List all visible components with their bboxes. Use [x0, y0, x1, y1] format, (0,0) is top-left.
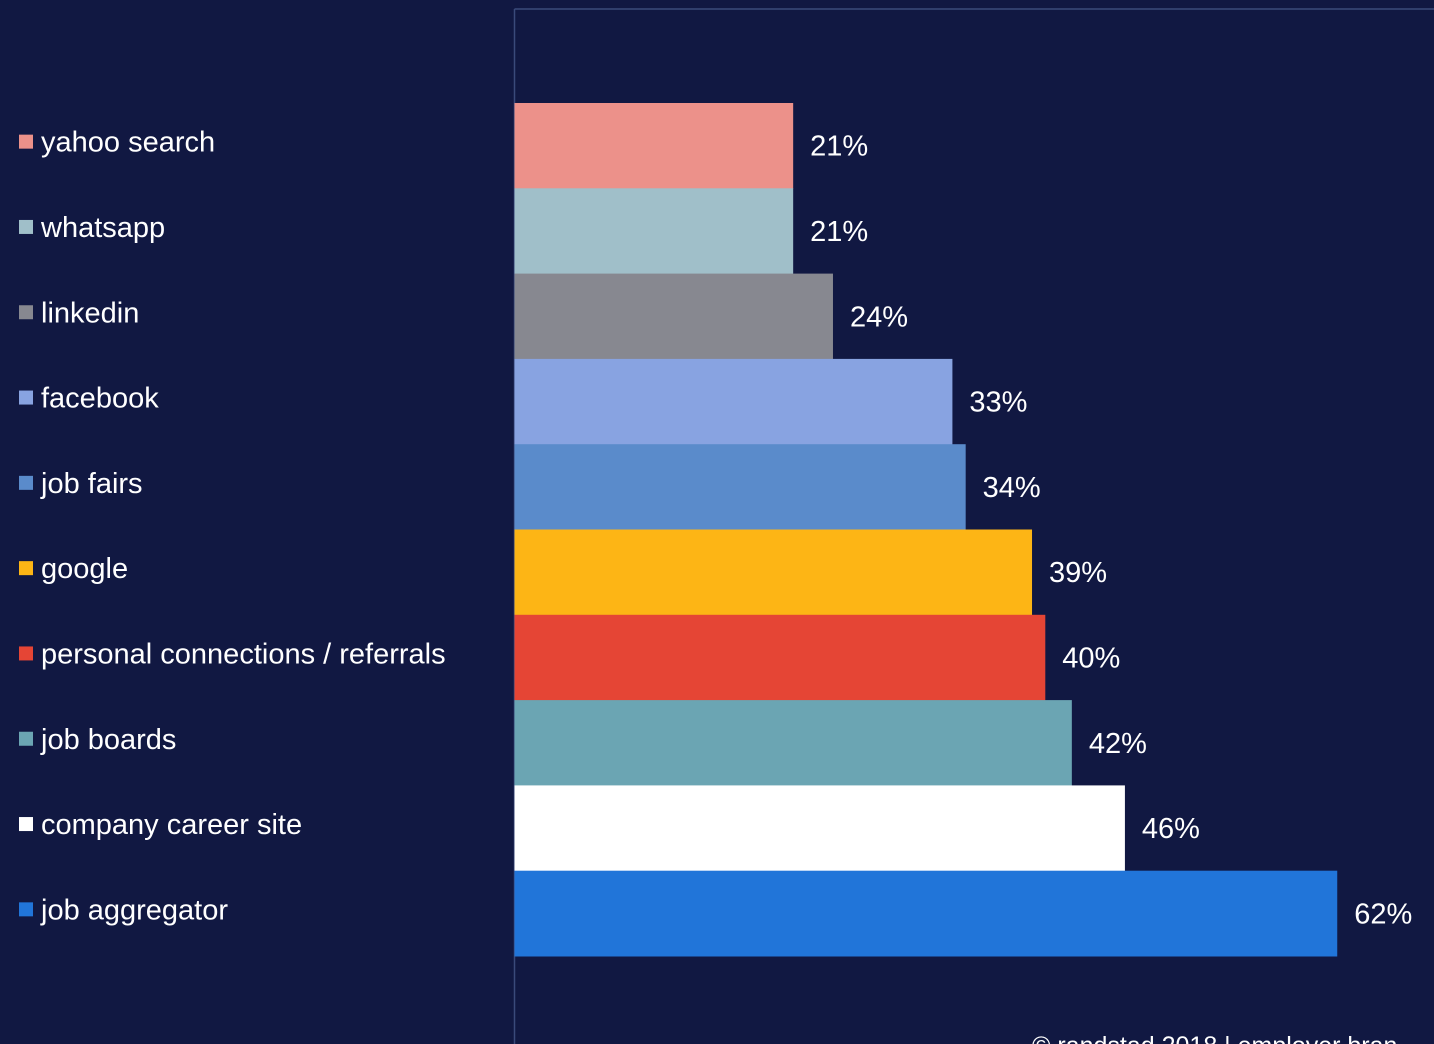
value-label-linkedin: 24%: [850, 301, 908, 333]
value-label-job-aggregator: 62%: [1354, 898, 1412, 930]
legend-swatch-job-aggregator: [19, 902, 33, 917]
legend-swatch-job-fairs: [19, 475, 33, 490]
legend-label-linkedin: linkedin: [41, 297, 139, 329]
legend-label-whatsapp: whatsapp: [40, 212, 165, 244]
legend-label-job-fairs: job fairs: [40, 468, 143, 500]
legend-label-personal-connections-referrals: personal connections / referrals: [41, 638, 446, 670]
value-label-company-career-site: 46%: [1142, 813, 1200, 845]
bars: [514, 103, 1338, 957]
value-label-facebook: 33%: [969, 387, 1027, 419]
bar-job-fairs: [514, 444, 966, 530]
legend: yahoo search whatsapp linkedin facebook job …: [19, 127, 446, 926]
bar-personal-connections-referrals: [514, 614, 1046, 701]
bar-whatsapp: [514, 188, 794, 275]
value-labels: 21% 21% 24% 33% 34% 39% 40% 42% 46% 62%: [810, 131, 1412, 931]
legend-label-job-aggregator: job aggregator: [40, 894, 228, 926]
legend-label-yahoo-search: yahoo search: [41, 127, 215, 159]
legend-swatch-yahoo-search: [19, 134, 33, 149]
legend-label-job-boards: job boards: [40, 724, 176, 756]
bar-company-career-site: [514, 785, 1125, 872]
legend-swatch-company-career-site: [19, 817, 33, 832]
footer-copyright: © randstad 2018 | employer bran: [1032, 1032, 1397, 1044]
legend-label-google: google: [41, 553, 128, 585]
bar-job-aggregator: [514, 870, 1338, 957]
legend-swatch-facebook: [19, 390, 33, 405]
bar-google: [514, 529, 1033, 616]
bar-job-boards: [514, 700, 1072, 786]
value-label-job-boards: 42%: [1089, 728, 1147, 760]
legend-swatch-google: [19, 561, 33, 576]
value-label-job-fairs: 34%: [983, 472, 1041, 504]
legend-label-company-career-site: company career site: [41, 809, 302, 841]
legend-swatch-whatsapp: [19, 219, 33, 234]
value-label-personal-connections-referrals: 40%: [1062, 642, 1120, 674]
bar-yahoo-search: [514, 103, 794, 189]
value-label-google: 39%: [1049, 557, 1107, 589]
legend-swatch-job-boards: [19, 731, 33, 746]
bar-linkedin: [514, 273, 833, 360]
legend-label-facebook: facebook: [41, 383, 159, 415]
value-label-whatsapp: 21%: [810, 216, 868, 248]
bar-facebook: [514, 358, 953, 445]
legend-swatch-personal-connections-referrals: [19, 646, 33, 661]
value-label-yahoo-search: 21%: [810, 131, 868, 163]
legend-swatch-linkedin: [19, 305, 33, 320]
